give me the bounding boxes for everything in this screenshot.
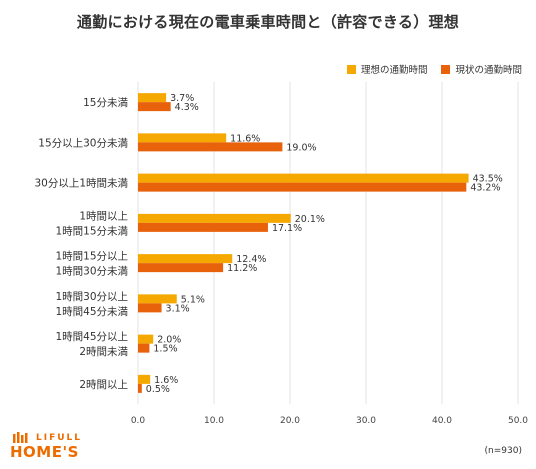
bar-current [138,383,142,393]
category-label: 2時間未満 [79,346,128,358]
x-tick-label: 20.0 [280,416,300,426]
bar-ideal [138,334,154,344]
sample-size-note: (n=930) [484,446,522,456]
bar-current [138,142,283,152]
data-label: 3.7% [170,93,194,104]
bar-current [138,303,162,313]
data-label: 0.5% [146,384,170,395]
bar-ideal [138,133,227,143]
category-label: 30分以上1時間未満 [34,178,128,190]
bar-ideal [138,173,469,183]
logo-homes-text: HOME'S [10,443,79,461]
legend-swatch-current [441,64,451,74]
x-tick-label: 40.0 [432,416,452,426]
chart-title: 通勤における現在の電車乗車時間と（許容できる）理想 [76,13,460,31]
data-label: 43.2% [470,183,500,194]
x-tick-label: 10.0 [204,416,224,426]
logo-lifull-text: LIFULL [36,433,83,443]
category-label: 15分以上30分未満 [38,137,128,149]
bar-current [138,263,224,273]
legend-item-current: 現状の通勤時間 [441,62,522,76]
data-label: 17.1% [272,223,302,234]
x-tick-label: 50.0 [508,416,528,426]
legend-item-ideal: 理想の通勤時間 [346,62,428,76]
data-label: 11.2% [227,263,257,274]
category-label: 1時間45分未満 [55,306,128,318]
data-label: 20.1% [295,214,325,225]
data-label: 19.0% [286,142,316,153]
legend-label-ideal: 理想の通勤時間 [360,65,428,76]
bar-ideal [138,213,291,223]
bar-current [138,102,171,112]
bar-ideal [138,93,167,103]
lifull-homes-logo: LIFULL HOME'S [10,432,120,464]
chart-legend: 理想の通勤時間 現状の通勤時間 [346,62,522,76]
data-label: 1.5% [153,344,177,355]
legend-swatch-ideal [346,64,356,74]
category-label: 1時間15分未満 [55,225,128,237]
data-label: 3.1% [166,303,190,314]
bar-ideal [138,254,233,264]
house-logo-icon [13,432,28,443]
category-label: 1時間30分以上 [55,291,128,303]
data-label: 4.3% [175,102,199,113]
bar-current [138,182,467,192]
category-label: 1時間以上 [79,210,128,222]
data-label: 2.0% [157,335,181,346]
data-label: 1.6% [154,375,178,386]
bar-current [138,343,150,353]
data-label: 11.6% [230,133,260,144]
category-label: 1時間45分以上 [55,331,128,343]
bar-current [138,222,268,232]
data-label: 43.5% [473,174,503,185]
bar-ideal [138,294,177,304]
x-tick-label: 0.0 [131,416,146,426]
category-label: 1時間30分未満 [55,266,128,278]
bar-ideal [138,374,151,384]
data-label: 5.1% [181,294,205,305]
data-label: 12.4% [236,254,266,265]
legend-label-current: 現状の通勤時間 [455,65,522,76]
category-label: 15分未満 [83,97,128,109]
category-label: 2時間以上 [79,379,128,391]
category-label: 1時間15分以上 [55,251,128,263]
x-tick-label: 30.0 [356,416,376,426]
